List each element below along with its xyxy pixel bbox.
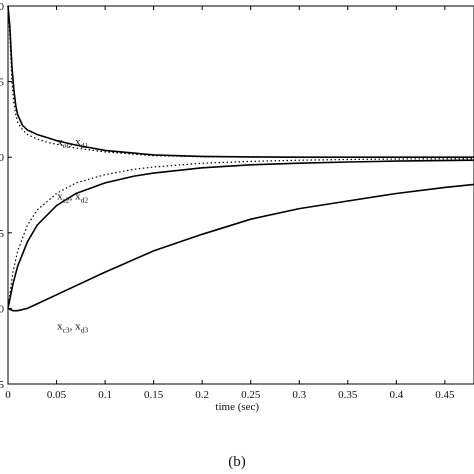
series-line-4-dotted [7,158,474,309]
series-line-2-dotted [7,5,474,158]
y-tick-label: 0 [0,1,5,13]
x-axis-ticks: 0 0.05 0.1 0.15 0.2 0.25 0.3 0.35 0.4 0.45 [5,6,455,401]
y-tick-label: 0 [0,303,5,315]
y-tick-label: 5 [0,379,5,391]
x-tick-label: 0.35 [338,389,358,401]
x-tick-label: 0.05 [47,389,67,401]
x-tick-label: 0.3 [292,389,306,401]
curve-annotation-1: xc1, xd1 [57,136,88,150]
x-tick-label: 0.25 [241,389,261,401]
x-tick-label: 0.45 [435,389,455,401]
x-axis-label: time (sec) [215,401,259,413]
series-layer [7,5,474,312]
y-tick-label: 0 [0,152,5,164]
x-tick-label: 0 [5,389,11,401]
annotation-layer: xc1, xd1 xc2, xd2 xc3, xd3 [57,136,88,334]
x-tick-label: 0.4 [389,389,403,401]
x-tick-label: 0.1 [98,389,112,401]
curve-annotation-2: xc2, xd2 [57,191,88,205]
x-tick-label: 0.15 [144,389,164,401]
x-tick-label: 0.2 [195,389,209,401]
plot-border [7,5,474,385]
figure-caption: (b) [228,454,246,470]
series-line-3-solid [7,159,474,309]
y-axis-ticks: 5 0 5 0 5 0 [0,1,12,391]
series-line-1-solid [7,5,474,158]
plot-frame [7,5,474,385]
series-line-5-solid [7,183,474,312]
y-tick-label: 5 [0,228,5,240]
y-tick-label: 5 [0,77,5,89]
curve-annotation-3: xc3, xd3 [57,321,88,335]
